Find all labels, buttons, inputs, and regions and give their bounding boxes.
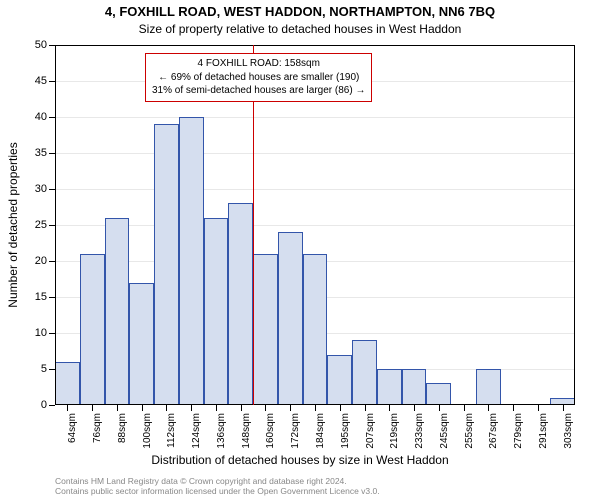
x-tick-label: 291sqm	[538, 413, 549, 449]
chart-container: 4, FOXHILL ROAD, WEST HADDON, NORTHAMPTO…	[0, 0, 600, 500]
title-line-1: 4, FOXHILL ROAD, WEST HADDON, NORTHAMPTO…	[0, 4, 600, 19]
attribution: Contains HM Land Registry data © Crown c…	[55, 476, 575, 496]
x-tick-label: 267sqm	[488, 413, 499, 449]
y-tick-label: 15	[23, 291, 47, 303]
x-tick-label: 303sqm	[563, 413, 574, 449]
y-tick-label: 20	[23, 255, 47, 267]
annotation-line-1: 4 FOXHILL ROAD: 158sqm	[152, 57, 365, 71]
y-tick-label: 30	[23, 183, 47, 195]
x-tick-label: 124sqm	[191, 413, 202, 449]
y-tick-label: 40	[23, 111, 47, 123]
x-tick-label: 172sqm	[290, 413, 301, 449]
x-tick-label: 233sqm	[414, 413, 425, 449]
x-tick-label: 184sqm	[315, 413, 326, 449]
x-tick-label: 148sqm	[241, 413, 252, 449]
x-tick-label: 245sqm	[439, 413, 450, 449]
x-tick-label: 279sqm	[513, 413, 524, 449]
x-tick-label: 100sqm	[142, 413, 153, 449]
y-tick-label: 0	[23, 399, 47, 411]
x-tick-label: 112sqm	[166, 413, 177, 448]
x-tick-label: 195sqm	[340, 413, 351, 449]
annotation-line-2: ← 69% of detached houses are smaller (19…	[152, 71, 365, 85]
y-tick-label: 25	[23, 219, 47, 231]
plot-area: 05101520253035404550 64sqm76sqm88sqm100s…	[55, 45, 575, 405]
x-tick-label: 207sqm	[365, 413, 376, 449]
x-tick-label: 64sqm	[67, 413, 78, 443]
attribution-line-2: Contains public sector information licen…	[55, 486, 575, 496]
attribution-line-1: Contains HM Land Registry data © Crown c…	[55, 476, 575, 486]
y-tick-label: 35	[23, 147, 47, 159]
annotation-box: 4 FOXHILL ROAD: 158sqm ← 69% of detached…	[145, 53, 372, 102]
title-line-2: Size of property relative to detached ho…	[0, 22, 600, 36]
y-tick-label: 45	[23, 75, 47, 87]
y-tick-label: 50	[23, 39, 47, 51]
y-tick-label: 10	[23, 327, 47, 339]
x-tick-label: 160sqm	[265, 413, 276, 449]
x-tick-label: 255sqm	[464, 413, 475, 449]
annotation-line-3: 31% of semi-detached houses are larger (…	[152, 84, 365, 98]
x-tick-label: 88sqm	[117, 413, 128, 443]
y-axis-label: Number of detached properties	[6, 142, 20, 307]
y-tick-label: 5	[23, 363, 47, 375]
x-tick-label: 136sqm	[216, 413, 227, 449]
x-tick-label: 219sqm	[389, 413, 400, 449]
x-tick-label: 76sqm	[92, 413, 103, 443]
x-axis-label: Distribution of detached houses by size …	[0, 453, 600, 467]
